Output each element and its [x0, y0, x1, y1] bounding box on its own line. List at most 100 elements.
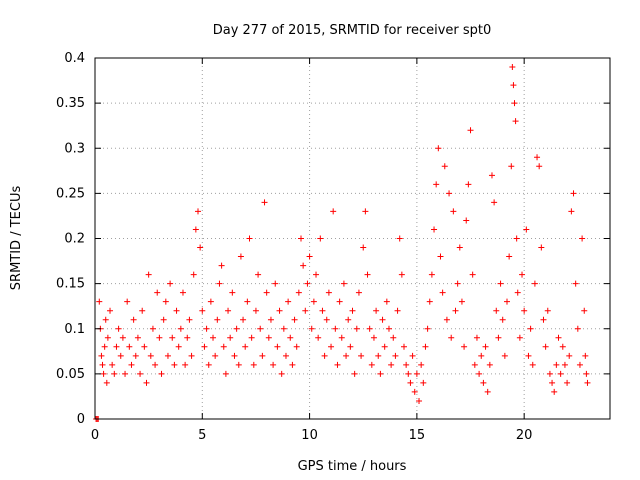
data-point	[506, 253, 513, 260]
data-point	[212, 352, 219, 359]
chart-title: Day 277 of 2015, SRMTID for receiver spt…	[213, 23, 492, 38]
data-point	[486, 361, 493, 368]
data-point	[362, 208, 369, 215]
y-tick-label: 0.1	[64, 322, 85, 337]
data-point	[302, 307, 309, 314]
data-point	[385, 325, 392, 332]
data-point	[501, 352, 508, 359]
data-point	[513, 235, 520, 242]
data-point	[536, 163, 543, 170]
data-point	[139, 307, 146, 314]
data-point	[242, 343, 249, 350]
data-point	[383, 298, 390, 305]
data-point	[493, 307, 500, 314]
data-point	[101, 343, 108, 350]
data-point	[381, 343, 388, 350]
data-point	[351, 370, 358, 377]
data-point	[478, 352, 485, 359]
data-point	[355, 289, 362, 296]
data-point	[328, 343, 335, 350]
data-point	[117, 352, 124, 359]
data-point	[405, 370, 412, 377]
data-point	[317, 235, 324, 242]
data-point	[358, 352, 365, 359]
data-point	[495, 334, 502, 341]
data-point	[516, 334, 523, 341]
data-point	[179, 289, 186, 296]
data-point	[467, 127, 474, 134]
data-point	[531, 280, 538, 287]
data-point	[96, 298, 103, 305]
data-point	[510, 82, 517, 89]
data-point	[186, 316, 193, 323]
data-point	[570, 190, 577, 197]
x-tick-label: 10	[301, 428, 318, 443]
data-point	[375, 352, 382, 359]
data-point	[334, 361, 341, 368]
data-point	[553, 361, 560, 368]
data-point	[542, 343, 549, 350]
data-point	[572, 280, 579, 287]
data-point	[167, 280, 174, 287]
data-point	[512, 118, 519, 125]
data-point	[137, 370, 144, 377]
data-point	[534, 154, 541, 161]
data-point	[579, 235, 586, 242]
data-point	[306, 253, 313, 260]
y-tick-label: 0.4	[64, 51, 85, 66]
data-point	[124, 298, 131, 305]
data-point	[103, 379, 110, 386]
data-point	[398, 271, 405, 278]
data-point	[295, 289, 302, 296]
x-tick-label: 5	[198, 428, 206, 443]
data-point	[561, 361, 568, 368]
data-point	[128, 361, 135, 368]
data-point	[289, 361, 296, 368]
data-point	[343, 352, 350, 359]
data-point	[332, 325, 339, 332]
data-point	[278, 370, 285, 377]
data-point	[115, 325, 122, 332]
data-point	[508, 163, 515, 170]
data-point	[338, 334, 345, 341]
x-tick-label: 0	[91, 428, 99, 443]
data-point	[426, 298, 433, 305]
data-point	[443, 316, 450, 323]
x-tick-label: 15	[409, 428, 426, 443]
data-point	[252, 307, 259, 314]
data-point	[544, 307, 551, 314]
data-point	[551, 388, 558, 395]
data-point	[235, 361, 242, 368]
data-point	[130, 316, 137, 323]
data-point	[525, 352, 532, 359]
data-point	[529, 361, 536, 368]
data-point	[282, 352, 289, 359]
data-point	[244, 298, 251, 305]
data-point	[218, 262, 225, 269]
y-tick-label: 0.35	[56, 96, 85, 111]
data-point	[154, 289, 161, 296]
data-point	[291, 316, 298, 323]
data-point	[379, 316, 386, 323]
data-point	[584, 379, 591, 386]
data-point	[248, 334, 255, 341]
data-point	[566, 352, 573, 359]
data-point	[267, 316, 274, 323]
data-point	[488, 172, 495, 179]
data-point	[250, 361, 257, 368]
data-points	[93, 64, 591, 422]
data-point	[287, 334, 294, 341]
data-point	[476, 370, 483, 377]
data-point	[160, 316, 167, 323]
data-point	[454, 280, 461, 287]
data-point	[555, 334, 562, 341]
data-point	[420, 379, 427, 386]
data-point	[257, 325, 264, 332]
data-point	[581, 307, 588, 314]
data-point	[280, 325, 287, 332]
axis-ticks	[94, 57, 610, 420]
data-point	[188, 352, 195, 359]
data-point	[276, 307, 283, 314]
data-point	[319, 307, 326, 314]
data-point	[201, 343, 208, 350]
